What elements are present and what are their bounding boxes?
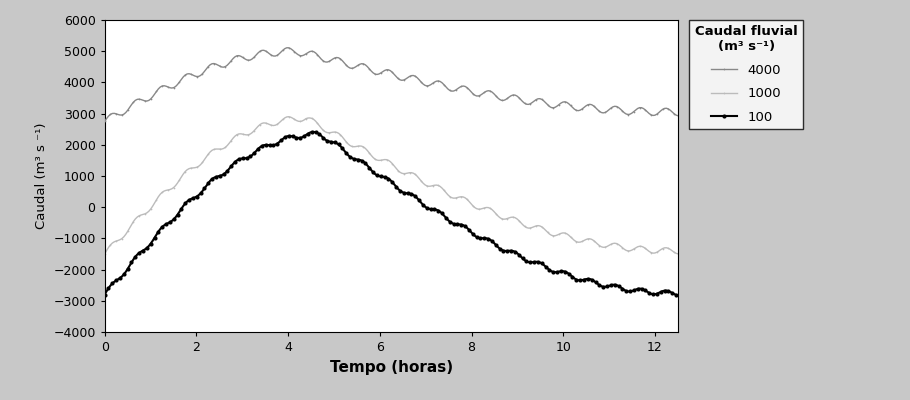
4000 bbox=[452, 86, 463, 91]
4000 bbox=[621, 112, 632, 116]
100 bbox=[101, 289, 112, 294]
4000 bbox=[101, 116, 112, 121]
100 bbox=[440, 215, 451, 220]
100 bbox=[584, 276, 595, 281]
1000 bbox=[101, 248, 112, 253]
4000 bbox=[440, 84, 451, 89]
1000 bbox=[452, 195, 463, 200]
100 bbox=[442, 218, 453, 222]
4000 bbox=[99, 119, 110, 124]
1000 bbox=[442, 192, 453, 197]
1000 bbox=[440, 190, 451, 195]
4000 bbox=[281, 45, 292, 50]
1000 bbox=[621, 248, 632, 253]
4000 bbox=[584, 102, 595, 107]
100 bbox=[452, 222, 463, 227]
100 bbox=[99, 292, 110, 297]
4000 bbox=[672, 113, 683, 118]
Y-axis label: Caudal (m³ s ⁻¹): Caudal (m³ s ⁻¹) bbox=[35, 123, 47, 229]
X-axis label: Tempo (horas): Tempo (horas) bbox=[329, 360, 453, 374]
Line: 1000: 1000 bbox=[103, 115, 680, 256]
100 bbox=[672, 293, 683, 298]
4000 bbox=[442, 86, 453, 91]
1000 bbox=[283, 114, 294, 119]
Line: 4000: 4000 bbox=[103, 46, 680, 123]
1000 bbox=[672, 252, 683, 256]
100 bbox=[621, 288, 632, 293]
100 bbox=[308, 130, 319, 134]
Line: 100: 100 bbox=[103, 130, 680, 297]
1000 bbox=[99, 252, 110, 256]
Legend: 4000, 1000, 100: 4000, 1000, 100 bbox=[690, 20, 803, 129]
1000 bbox=[584, 236, 595, 241]
